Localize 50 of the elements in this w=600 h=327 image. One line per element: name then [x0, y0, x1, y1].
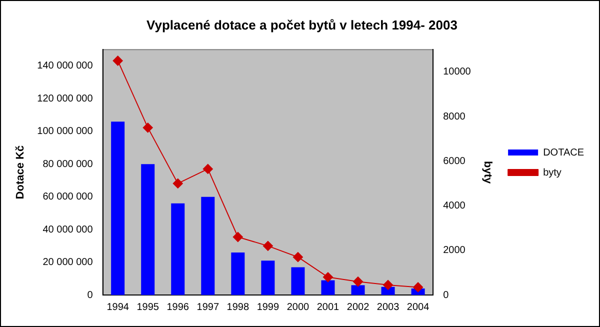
x-tick-label: 1999	[256, 302, 280, 313]
y2-tick-label: 6000	[443, 156, 466, 167]
bar	[291, 267, 305, 295]
x-tick-label: 2001	[316, 302, 340, 313]
point	[383, 280, 394, 290]
point	[202, 164, 213, 174]
y-tick-label: 120 000 000	[37, 93, 94, 104]
bar	[261, 260, 275, 295]
bar	[321, 280, 335, 295]
y-tick-label: 140 000 000	[37, 60, 94, 72]
y2-axis-title: byty	[481, 160, 494, 184]
point	[142, 122, 153, 133]
x-tick-label: 2002	[346, 302, 370, 313]
point	[292, 252, 303, 262]
y2-tick-label: 4000	[443, 200, 466, 212]
legend-label: DOTACE	[543, 147, 584, 158]
bar	[201, 196, 215, 295]
x-tick-label: 1995	[136, 302, 160, 313]
y2-tick-label: 8000	[443, 111, 466, 122]
x-tick-label: 1994	[106, 302, 130, 313]
chart-title: Vyplacené dotace a počet bytů v letech 1994- 2003	[146, 17, 458, 32]
y-tick-label: 20 000 000	[42, 257, 94, 268]
y2-tick-label: 10000	[443, 66, 472, 78]
x-tick-label: 1996	[166, 302, 190, 313]
bar	[351, 285, 365, 295]
y2-tick-label: 2000	[443, 245, 466, 256]
x-tick-label: 2004	[406, 302, 430, 313]
bar	[231, 252, 245, 295]
bar	[171, 203, 185, 295]
point	[322, 272, 333, 282]
bar	[111, 122, 125, 295]
y2-tick-label: 0	[443, 290, 450, 301]
point	[262, 240, 273, 251]
point	[353, 276, 364, 287]
y-tick-label: 100 000 000	[37, 126, 94, 138]
y-tick-label: 60 000 000	[42, 192, 94, 203]
legend-label: byty	[543, 167, 562, 178]
y-tick-label: 80 000 000	[42, 158, 94, 170]
y-tick-label: 0	[87, 290, 94, 301]
y-tick-label: 40 000 000	[42, 224, 94, 236]
x-tick-label: 1998	[226, 302, 250, 313]
y-axis-title: Dotace Kč	[14, 145, 27, 200]
x-tick-label: 1997	[196, 302, 220, 313]
x-tick-label: 2000	[286, 302, 310, 313]
x-tick-label: 2003	[376, 302, 400, 313]
point	[232, 232, 243, 242]
point	[413, 282, 424, 292]
point	[172, 178, 183, 188]
bar	[141, 164, 155, 295]
point	[112, 56, 123, 66]
